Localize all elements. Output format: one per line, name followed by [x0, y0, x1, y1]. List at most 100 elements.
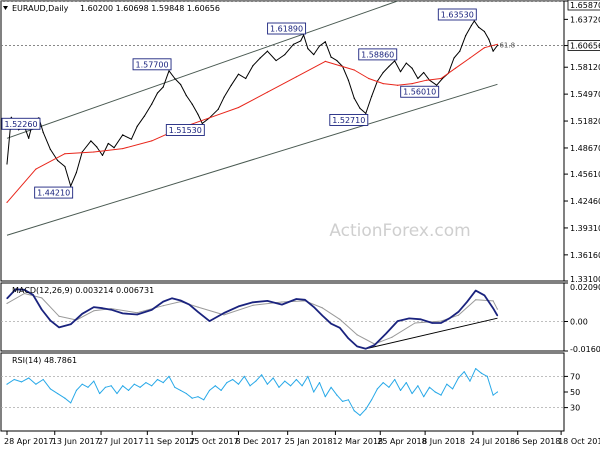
series-rsi-point	[318, 382, 321, 384]
series-price-point	[370, 95, 373, 98]
series-macd-point	[466, 301, 468, 303]
series-macd-point	[32, 294, 34, 296]
x-tick-label: 13 Jun 2017	[52, 437, 100, 446]
series-rsi-point	[388, 386, 390, 388]
series-signal-point	[23, 292, 25, 295]
series-price-point	[168, 70, 170, 72]
series-macd-point	[237, 305, 240, 307]
series-macd-point	[440, 322, 442, 324]
series-price-point	[307, 47, 309, 50]
series-rsi-point	[446, 383, 448, 385]
series-macd-point	[70, 323, 72, 325]
series-rsi-point	[324, 396, 326, 398]
y-tick-label: 1.36160	[570, 251, 600, 260]
series-macd-point	[365, 348, 367, 350]
series-signal-point	[414, 322, 416, 324]
series-price-point	[10, 116, 12, 118]
annotation-box	[1, 117, 41, 130]
series-price-point	[330, 56, 332, 58]
y-tick-label: 0.020904	[570, 283, 600, 292]
series-macd-point	[6, 297, 8, 300]
series-rsi-line	[6, 368, 498, 416]
series-rsi-point	[145, 382, 147, 384]
series-ma-point	[483, 47, 486, 49]
series-price-point	[284, 53, 286, 56]
series-signal-point	[197, 306, 199, 308]
series-rsi-point	[417, 385, 419, 387]
series-signal-point	[252, 304, 254, 306]
series-price-point	[388, 65, 390, 68]
series-price-point	[252, 65, 254, 67]
series-price-point	[405, 62, 407, 64]
y-tick-label: 70	[570, 372, 580, 381]
collapse-arrow-icon	[3, 6, 8, 10]
series-price-point	[70, 185, 72, 187]
panel-frame-3	[0, 352, 565, 432]
annotation-label: 1.52710	[332, 116, 365, 125]
series-macd-point	[385, 333, 387, 335]
series-signal-point	[223, 314, 225, 316]
annotation-box	[437, 8, 477, 21]
series-rsi-point	[480, 372, 483, 374]
y-tick-highlight-box	[567, 40, 600, 51]
y-tick-label: 1.51820	[570, 117, 600, 126]
series-rsi-point	[353, 410, 355, 412]
series-macd-point	[252, 301, 254, 303]
series-rsi-point	[452, 388, 454, 390]
series-price-point	[459, 50, 461, 52]
panel-3-plot	[1, 368, 564, 416]
series-price-point	[399, 71, 402, 73]
series-price-point	[156, 92, 159, 94]
series-macd-point	[23, 289, 25, 291]
series-price-point	[217, 108, 219, 110]
y-tick-label: -0.016023	[570, 345, 600, 354]
x-tick-label: 11 Sep 2017	[144, 437, 195, 446]
series-signal-line	[6, 293, 498, 345]
series-rsi-point	[411, 392, 413, 395]
x-tick-label: 25 Apr 2018	[377, 437, 426, 446]
series-price-point	[436, 84, 438, 86]
panel-2-plot	[1, 288, 564, 350]
series-rsi-point	[237, 383, 240, 385]
series-macd-point	[101, 307, 104, 309]
series-rsi-point	[496, 391, 499, 393]
series-signal-point	[41, 297, 43, 299]
series-rsi-point	[57, 392, 59, 395]
series-signal-point	[162, 305, 164, 307]
series-price-point	[318, 45, 321, 47]
series-macd-point	[483, 294, 486, 296]
series-macd-point	[151, 309, 153, 311]
series-price-point	[57, 159, 59, 162]
series-price-point	[336, 59, 338, 62]
annotation-box	[165, 124, 205, 136]
series-price-point	[453, 57, 455, 59]
series-price-point	[143, 115, 146, 117]
series-macd-line	[6, 288, 499, 350]
panel-title: EURAUD,Daily	[12, 4, 69, 13]
series-macd-point	[81, 313, 83, 315]
annotation-label: 1.61890	[270, 25, 303, 34]
series-price-line	[6, 20, 498, 187]
series-rsi-point	[475, 368, 477, 370]
series-signal-point	[281, 301, 283, 303]
series-price-point	[201, 122, 203, 125]
series-ma-point	[496, 43, 499, 45]
series-price-point	[113, 147, 115, 149]
macd-trendline	[365, 317, 498, 350]
series-rsi-point	[35, 383, 37, 385]
series-price-point	[423, 71, 425, 74]
series-ma-point	[64, 153, 66, 155]
series-signal-point	[339, 318, 341, 320]
series-rsi-point	[98, 392, 101, 395]
series-price-point	[488, 38, 490, 40]
series-price-point	[191, 103, 193, 105]
series-rsi-point	[313, 391, 315, 393]
y-tick-label: 1.45610	[570, 170, 600, 179]
series-macd-point	[208, 320, 211, 322]
series-signal-point	[6, 302, 8, 305]
annotation-label: 1.44210	[37, 189, 70, 198]
series-signal-point	[457, 314, 459, 316]
series-macd-point	[330, 323, 332, 325]
annotation-label: 1.56010	[403, 88, 436, 97]
